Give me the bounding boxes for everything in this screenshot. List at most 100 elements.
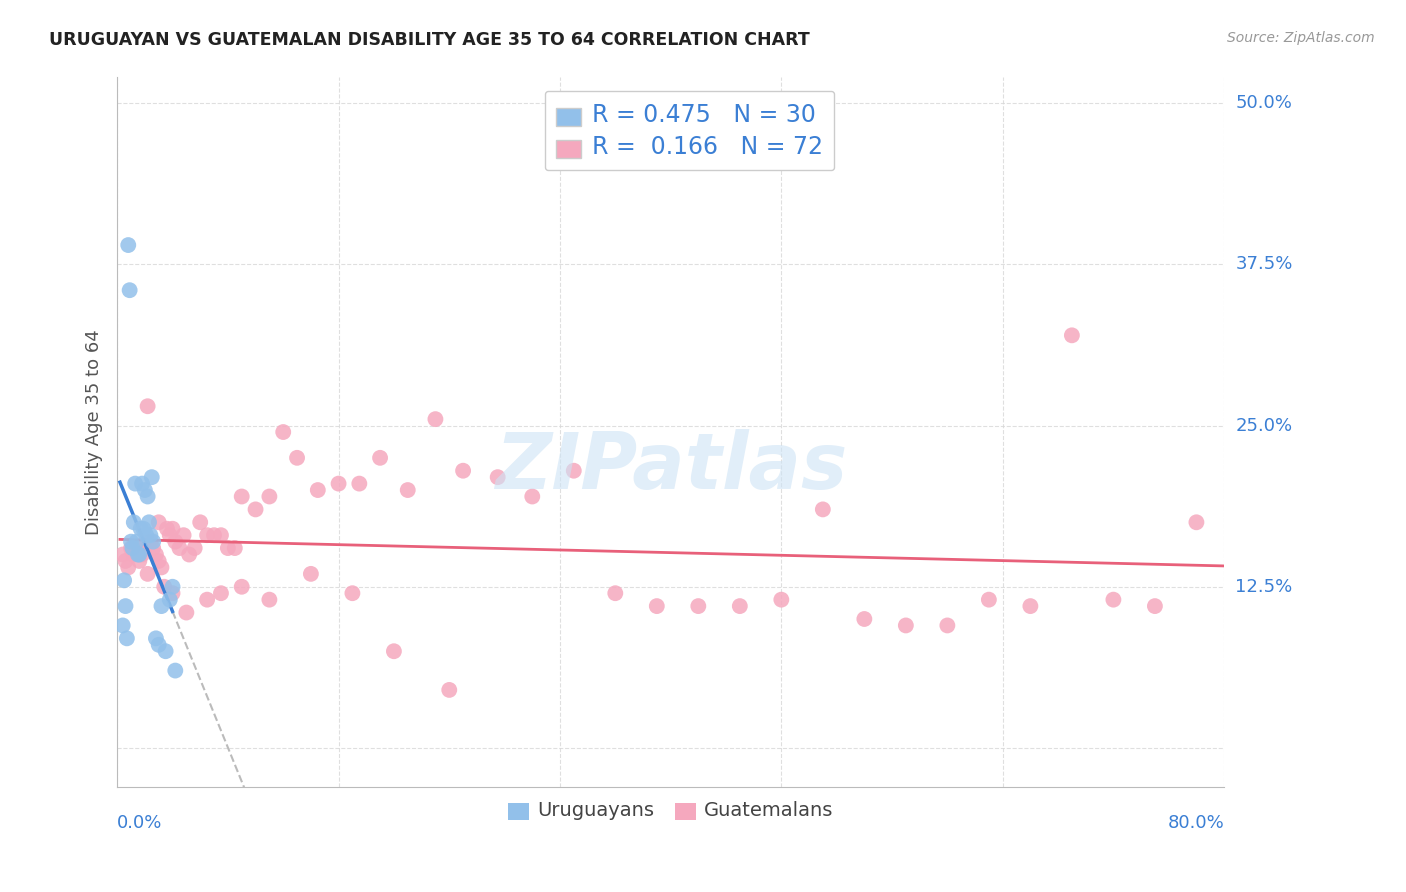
Point (1019, 599, 1042, 613)
Point (148, 516, 170, 530)
Point (231, 580, 253, 594)
Point (156, 522, 179, 536)
Point (136, 566, 159, 581)
Point (1143, 599, 1166, 613)
Point (142, 534, 165, 549)
Point (162, 586, 184, 600)
Point (209, 586, 232, 600)
Point (132, 522, 155, 536)
Point (118, 283, 141, 297)
Text: ZIPatlas: ZIPatlas (495, 429, 846, 506)
Point (271, 425, 294, 439)
Point (114, 554, 136, 568)
Point (894, 618, 917, 632)
Point (368, 450, 391, 465)
Point (129, 522, 152, 536)
Text: URUGUAYAN VS GUATEMALAN DISABILITY AGE 35 TO 64 CORRELATION CHART: URUGUAYAN VS GUATEMALAN DISABILITY AGE 3… (49, 31, 810, 49)
Point (115, 632, 138, 646)
Text: 37.5%: 37.5% (1236, 255, 1292, 274)
Point (162, 580, 184, 594)
Point (259, 490, 281, 504)
Point (162, 522, 184, 536)
Point (328, 476, 350, 491)
Point (173, 528, 195, 542)
Point (134, 483, 156, 497)
Point (134, 541, 156, 555)
Point (209, 528, 232, 542)
Point (125, 534, 148, 549)
Point (128, 554, 150, 568)
Point (202, 528, 225, 542)
Point (141, 470, 163, 484)
Point (148, 554, 170, 568)
Point (150, 599, 173, 613)
Point (128, 548, 150, 562)
Point (259, 592, 281, 607)
Point (169, 541, 191, 555)
Point (165, 664, 187, 678)
Point (145, 632, 167, 646)
Point (645, 599, 668, 613)
Point (117, 238, 139, 252)
Point (124, 476, 146, 491)
Point (853, 612, 876, 626)
Y-axis label: Disability Age 35 to 64: Disability Age 35 to 64 (86, 329, 103, 535)
Point (522, 490, 544, 504)
Point (138, 516, 160, 530)
Point (142, 541, 165, 555)
Point (112, 574, 135, 588)
Point (486, 470, 509, 484)
Point (148, 638, 170, 652)
Point (605, 586, 627, 600)
Point (688, 599, 710, 613)
Point (188, 516, 211, 530)
Point (285, 450, 308, 465)
Point (1060, 328, 1083, 343)
Point (195, 592, 218, 607)
Text: 0.0%: 0.0% (117, 814, 163, 832)
Point (122, 548, 145, 562)
Point (114, 599, 136, 613)
Point (231, 490, 253, 504)
Point (195, 528, 218, 542)
Point (977, 592, 1000, 607)
Point (1102, 592, 1125, 607)
Point (136, 399, 159, 413)
Point (728, 599, 751, 613)
Point (217, 541, 239, 555)
Point (155, 644, 177, 658)
Text: 50.0%: 50.0% (1236, 95, 1292, 112)
Point (382, 644, 405, 658)
Point (153, 580, 176, 594)
Point (117, 560, 139, 574)
Point (770, 592, 793, 607)
Point (349, 476, 371, 491)
Point (396, 483, 419, 497)
Point (135, 528, 157, 542)
Point (342, 586, 364, 600)
Point (183, 541, 205, 555)
Point (120, 534, 142, 549)
Point (299, 566, 322, 581)
Point (111, 548, 134, 562)
Point (245, 502, 267, 516)
Point (439, 682, 461, 697)
Point (451, 464, 474, 478)
Point (150, 560, 173, 574)
Point (120, 541, 142, 555)
Point (159, 528, 181, 542)
Point (179, 548, 201, 562)
Point (1185, 516, 1208, 530)
Point (111, 618, 134, 632)
Point (139, 534, 162, 549)
Point (122, 516, 145, 530)
Point (139, 528, 162, 542)
Point (131, 476, 153, 491)
Point (121, 541, 143, 555)
Legend: Uruguayans, Guatemalans: Uruguayans, Guatemalans (502, 796, 839, 826)
Text: Source: ZipAtlas.com: Source: ZipAtlas.com (1227, 31, 1375, 45)
Text: 25.0%: 25.0% (1236, 417, 1292, 434)
Point (176, 606, 198, 620)
Point (307, 483, 329, 497)
Point (165, 534, 187, 549)
